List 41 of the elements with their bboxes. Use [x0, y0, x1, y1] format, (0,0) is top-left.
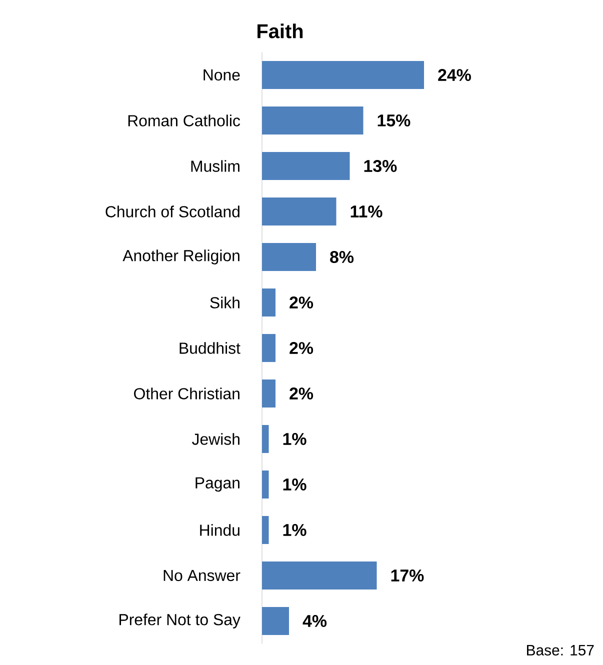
y-tick-label: Sikh [210, 296, 240, 308]
y-tick-label: Another Religion [122, 250, 240, 264]
bar [262, 607, 289, 636]
bar [262, 334, 276, 362]
bar [262, 106, 364, 134]
bar [262, 243, 316, 272]
y-tick-label: Church of Scotland [106, 206, 240, 218]
y-tick-label: Prefer Not to Say [120, 614, 240, 628]
y-tick-label: Roman Catholic [128, 114, 240, 126]
bar [262, 470, 269, 499]
bar [262, 425, 269, 454]
data-label: 1% [283, 433, 306, 445]
y-tick-label: Pagan [196, 477, 240, 492]
data-label: 11% [350, 206, 382, 218]
y-tick-label: Jewish [192, 433, 240, 445]
y-tick-label: Muslim [191, 160, 240, 172]
data-label: 4% [302, 615, 327, 627]
y-tick-label: Buddhist [180, 342, 240, 354]
data-label: 2% [290, 342, 314, 354]
data-label: 24% [438, 69, 471, 81]
y-tick-label: Other Christian [134, 388, 240, 400]
bar [262, 61, 424, 89]
data-label: 2% [290, 296, 314, 308]
text: Base: 157 [527, 645, 594, 656]
bar [262, 380, 276, 408]
data-label: 2% [290, 388, 314, 400]
data-label: 1% [283, 478, 306, 490]
y-tick-label: Hindu [200, 524, 240, 536]
data-label: 17% [391, 570, 424, 582]
chart-title: Faith [258, 24, 303, 38]
data-label: 1% [283, 524, 306, 536]
data-label: 8% [330, 251, 354, 264]
bar [262, 288, 276, 317]
bar [262, 198, 336, 226]
data-label: 13% [364, 160, 397, 172]
bar [262, 516, 269, 544]
y-tick-label: No Answer [164, 570, 240, 582]
bar [262, 562, 377, 590]
bar [262, 152, 350, 180]
y-tick-label: None [204, 69, 240, 81]
data-label: 15% [378, 114, 410, 126]
